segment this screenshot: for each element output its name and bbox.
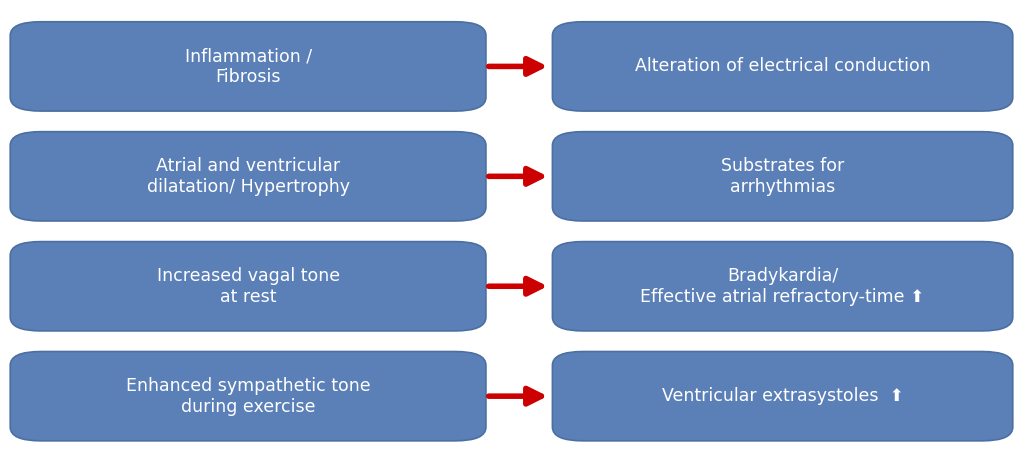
FancyBboxPatch shape	[10, 242, 486, 331]
Text: Enhanced sympathetic tone
during exercise: Enhanced sympathetic tone during exercis…	[126, 377, 370, 415]
FancyBboxPatch shape	[552, 352, 1013, 441]
Text: Atrial and ventricular
dilatation/ Hypertrophy: Atrial and ventricular dilatation/ Hyper…	[146, 157, 350, 196]
FancyBboxPatch shape	[552, 132, 1013, 221]
Text: Bradykardia/
Effective atrial refractory-time ⬆: Bradykardia/ Effective atrial refractory…	[640, 267, 925, 305]
FancyBboxPatch shape	[10, 132, 486, 221]
Text: Inflammation /
Fibrosis: Inflammation / Fibrosis	[184, 47, 312, 86]
FancyBboxPatch shape	[552, 242, 1013, 331]
Text: Substrates for
arrhythmias: Substrates for arrhythmias	[721, 157, 844, 196]
FancyBboxPatch shape	[10, 22, 486, 111]
Text: Increased vagal tone
at rest: Increased vagal tone at rest	[157, 267, 340, 305]
FancyBboxPatch shape	[10, 352, 486, 441]
FancyBboxPatch shape	[552, 22, 1013, 111]
Text: Alteration of electrical conduction: Alteration of electrical conduction	[634, 57, 931, 76]
Text: Ventricular extrasystoles  ⬆: Ventricular extrasystoles ⬆	[662, 387, 903, 405]
